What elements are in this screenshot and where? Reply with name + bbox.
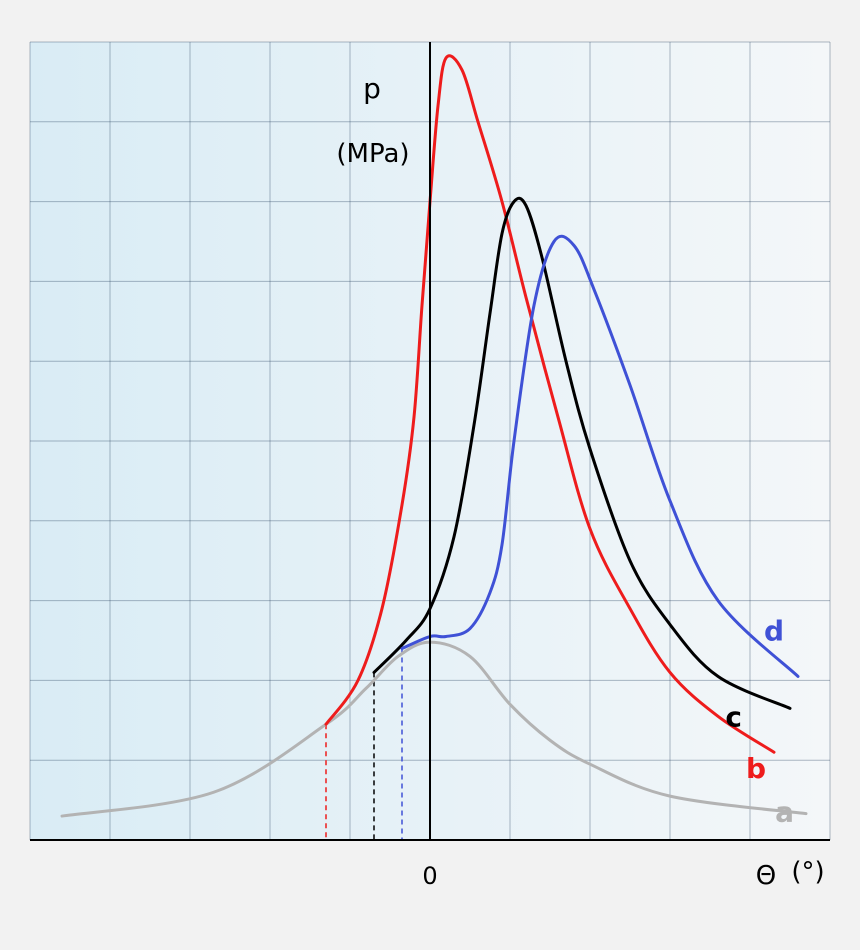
- x-tick-zero: 0: [422, 862, 437, 890]
- series-lines: [60, 54, 808, 818]
- series-label-d: d: [764, 614, 784, 647]
- series-labels: abc d: [725, 614, 794, 828]
- series-line-c: [372, 196, 792, 710]
- series-label-a: a: [775, 796, 794, 829]
- y-axis-unit: (MPa): [336, 139, 409, 169]
- series-line-a: [60, 640, 808, 818]
- drop-lines: [325, 648, 403, 840]
- series-line-b: [324, 54, 776, 754]
- series-label-b: b: [746, 752, 766, 785]
- y-axis-symbol: p: [363, 72, 381, 105]
- x-axis-symbol: Θ: [756, 861, 776, 891]
- series-line-d: [400, 234, 800, 678]
- x-axis-unit: (°): [791, 857, 824, 887]
- axes: [30, 42, 830, 841]
- series-label-c: c: [725, 700, 742, 733]
